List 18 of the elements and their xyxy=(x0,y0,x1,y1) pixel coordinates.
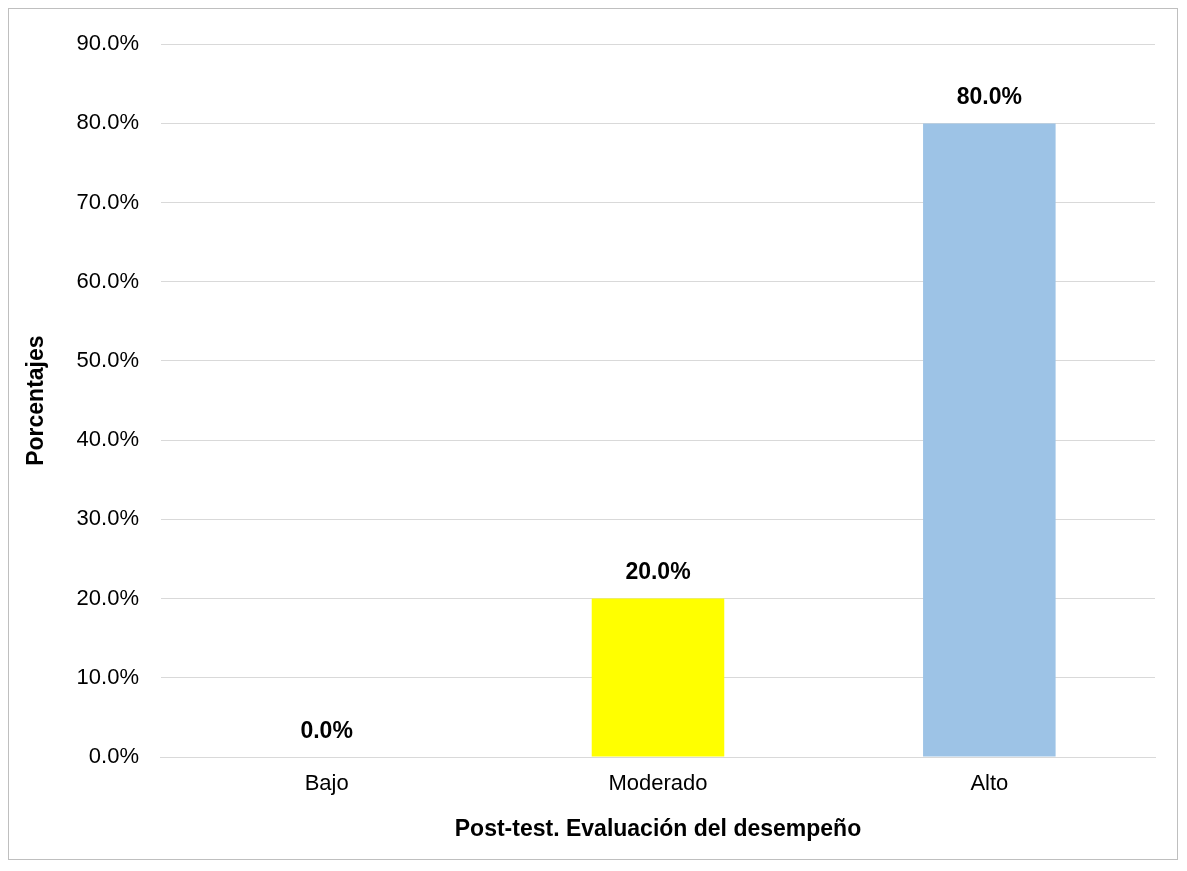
y-tick-label: 60.0% xyxy=(76,267,139,293)
y-tick-label: 30.0% xyxy=(76,505,139,531)
y-tick-label: 70.0% xyxy=(76,188,139,214)
x-tick-label: Alto xyxy=(970,770,1009,796)
y-tick-label: 10.0% xyxy=(76,663,139,689)
y-tick-label: 0.0% xyxy=(88,743,139,769)
data-label: 20.0% xyxy=(625,558,691,585)
data-label: 80.0% xyxy=(956,83,1022,110)
y-tick-label: 50.0% xyxy=(76,347,139,373)
y-axis-title: Porcentajes xyxy=(22,335,49,466)
y-tick-label: 20.0% xyxy=(76,584,139,610)
y-tick-label: 90.0% xyxy=(76,30,139,56)
x-axis-title: Post-test. Evaluación del desempeño xyxy=(454,814,862,841)
x-tick-label: Bajo xyxy=(304,770,349,796)
y-tick-label: 40.0% xyxy=(76,426,139,452)
y-tick-label: 80.0% xyxy=(76,109,139,135)
data-label: 0.0% xyxy=(300,716,353,743)
x-tick-label: Moderado xyxy=(608,770,708,796)
